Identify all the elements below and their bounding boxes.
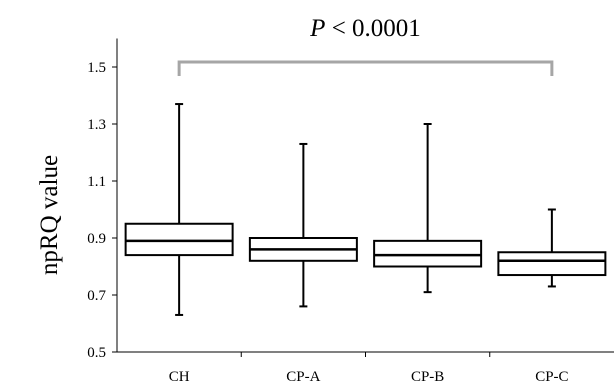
y-tick-label: 0.5 (87, 345, 106, 361)
box-body (373, 239, 483, 268)
box-body (124, 222, 234, 257)
box-ch (124, 103, 234, 316)
box-group (124, 103, 607, 316)
x-category-label: CP-C (535, 369, 568, 385)
box-cp-a (248, 142, 358, 308)
p-value-label: P < 0.0001 (309, 15, 421, 42)
box-cp-b (373, 123, 483, 294)
y-tick-label: 0.7 (87, 288, 106, 304)
x-category-label: CP-A (286, 369, 320, 385)
y-axis: 0.5 0.7 0.9 1.1 1.3 1.5 (87, 38, 118, 361)
box-cp-c (497, 208, 607, 288)
p-value-symbol: P (309, 15, 325, 42)
y-tick-label: 1.5 (87, 60, 106, 76)
y-tick-label: 0.9 (87, 231, 106, 247)
significance-annotation: P < 0.0001 (177, 15, 554, 76)
y-axis-label: npRQ value (36, 155, 63, 275)
x-category-label: CH (169, 369, 190, 385)
p-value-text: < 0.0001 (325, 15, 420, 42)
y-tick-label: 1.1 (87, 174, 106, 190)
x-category-label: CP-B (411, 369, 444, 385)
x-axis: CH CP-A CP-B CP-C (117, 351, 614, 385)
box-body (497, 251, 607, 277)
significance-bracket (177, 60, 554, 76)
y-tick-label: 1.3 (87, 117, 106, 133)
